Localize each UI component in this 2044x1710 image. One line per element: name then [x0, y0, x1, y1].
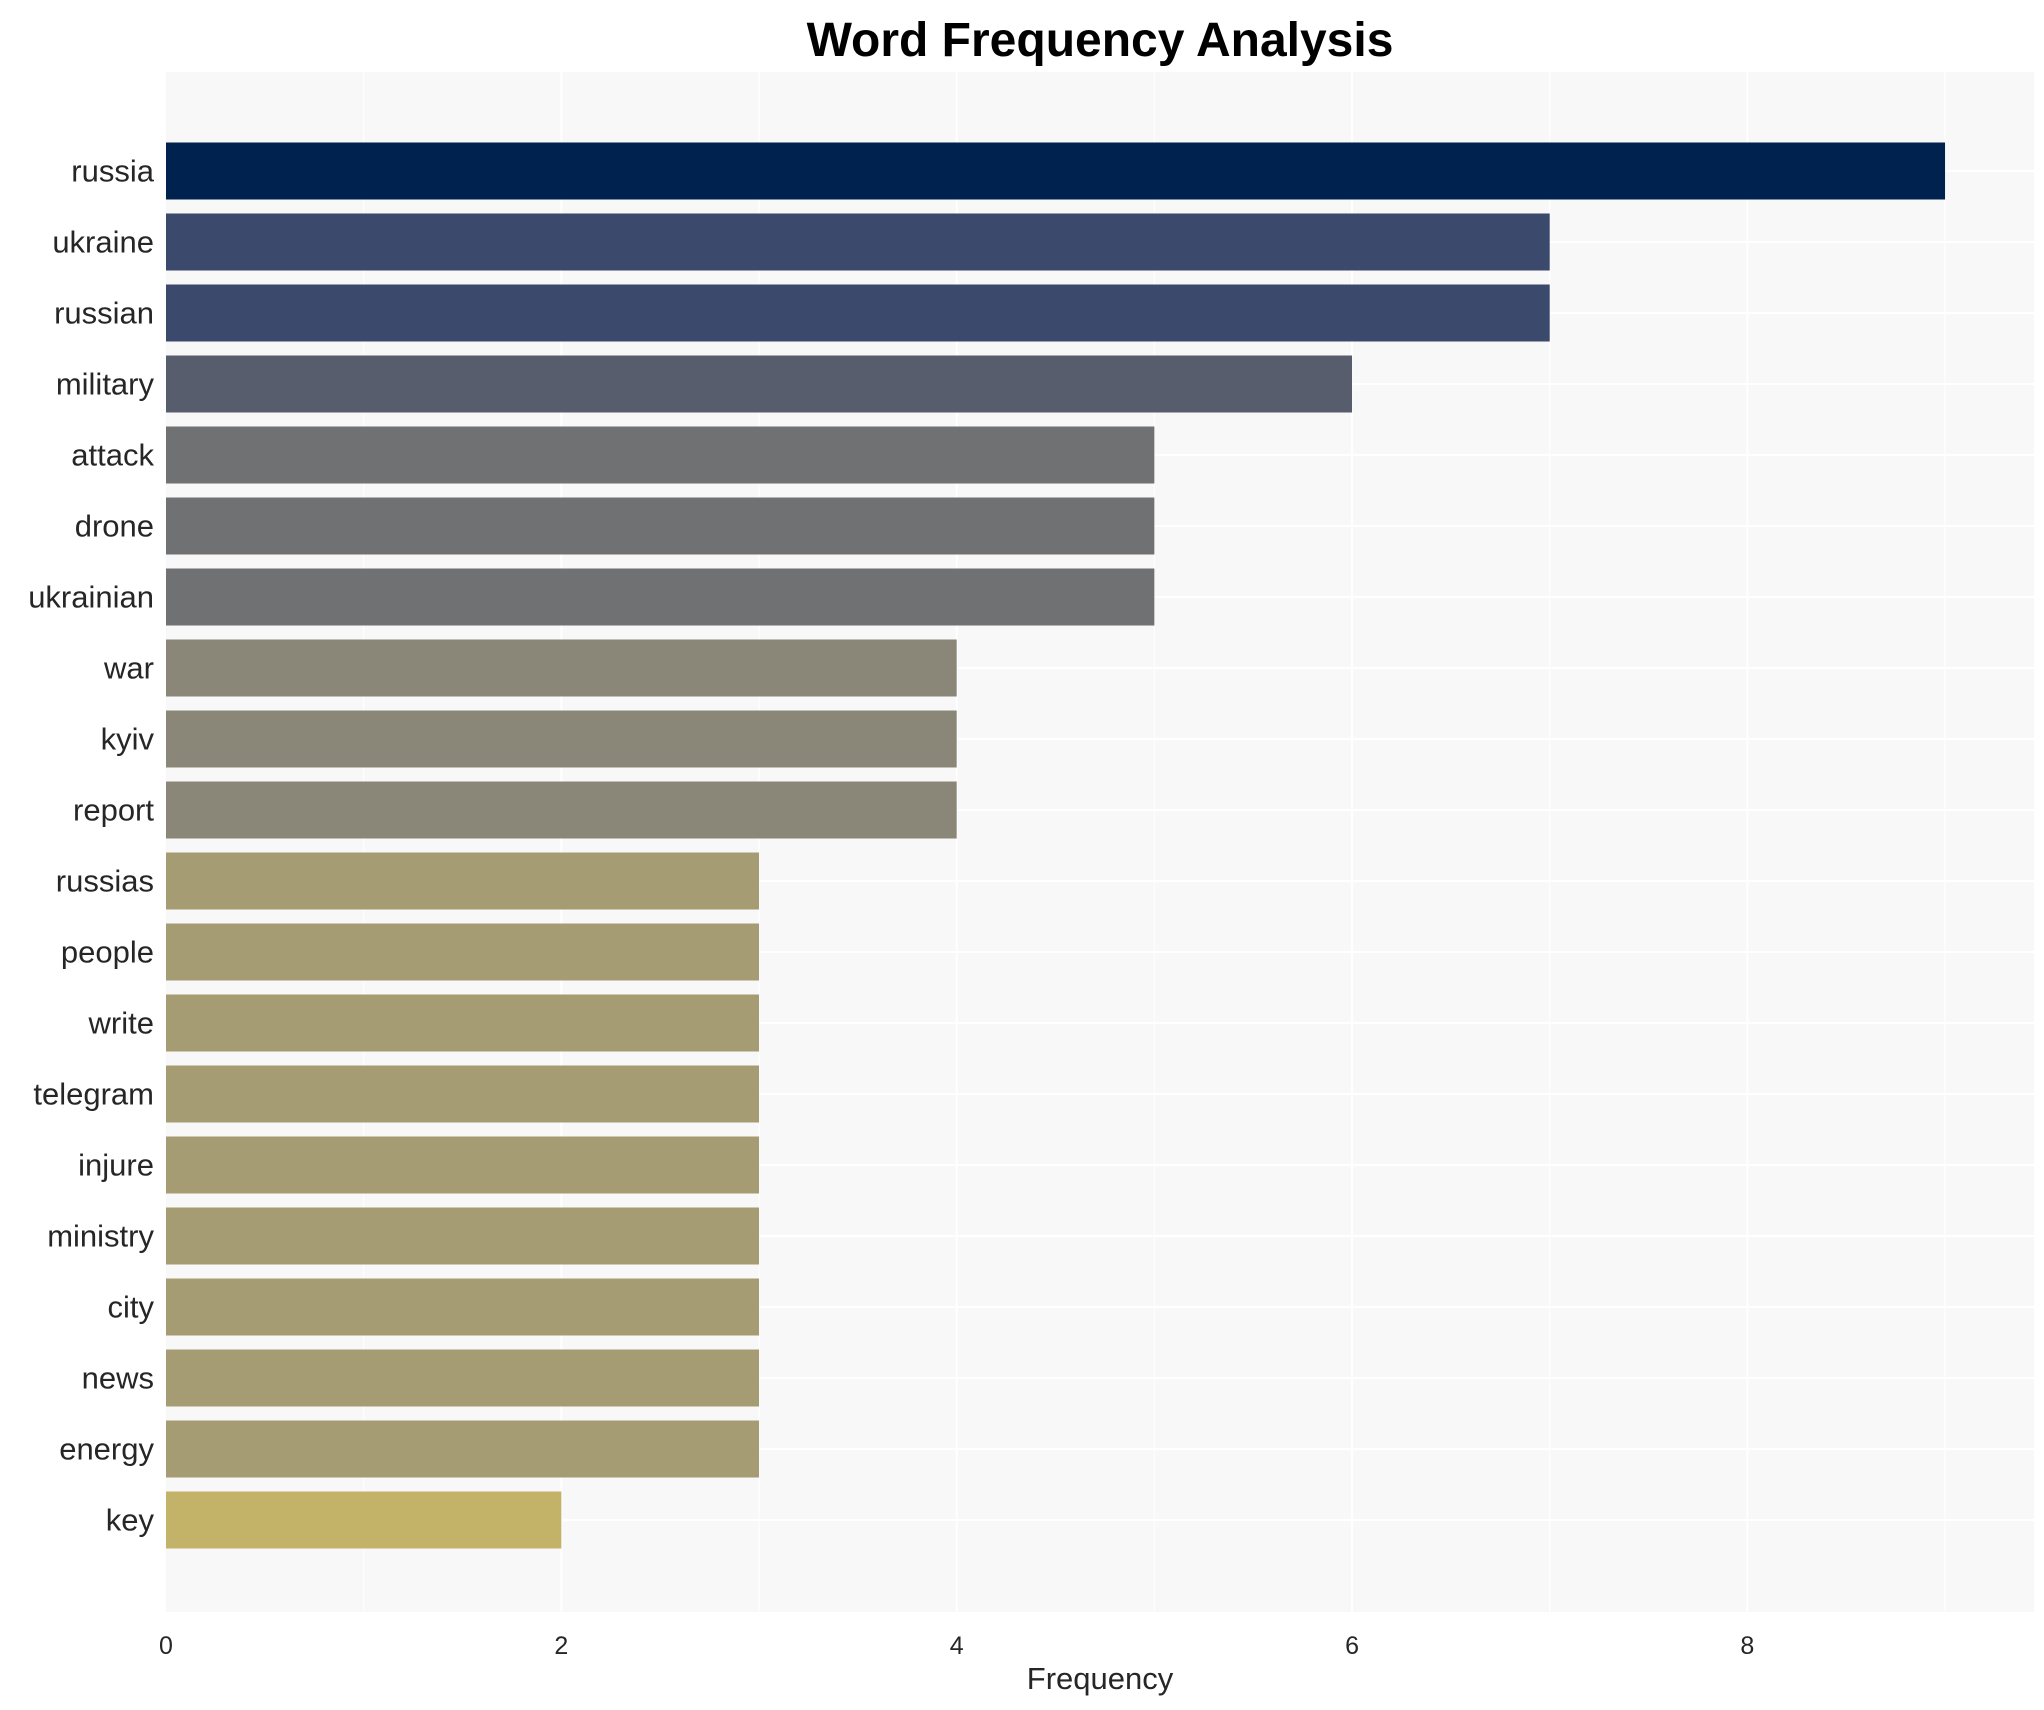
category-labels: russia ukraine russian military attack drone u… — [28, 154, 155, 1538]
x-tick-label: 2 — [554, 1632, 568, 1660]
bar-ukrainian — [166, 568, 1155, 626]
category-label-russias: russias — [56, 864, 154, 899]
bar-energy — [166, 1420, 760, 1478]
category-label-russia: russia — [71, 154, 154, 189]
category-label-war: war — [103, 651, 154, 686]
category-label-injure: injure — [78, 1148, 154, 1183]
x-axis-title: Frequency — [1027, 1661, 1174, 1696]
x-tick-label: 0 — [159, 1632, 173, 1660]
bar-ukraine — [166, 213, 1550, 271]
bar-write — [166, 994, 760, 1052]
category-label-news: news — [82, 1361, 154, 1396]
bar-people — [166, 923, 760, 981]
category-label-report: report — [73, 793, 154, 828]
category-label-ukrainian: ukrainian — [28, 580, 154, 615]
category-label-drone: drone — [75, 509, 154, 544]
bar-ministry — [166, 1207, 760, 1265]
bar-injure — [166, 1136, 760, 1194]
category-label-attack: attack — [71, 438, 154, 473]
bar-drone — [166, 497, 1155, 555]
bar-city — [166, 1278, 760, 1336]
category-label-kyiv: kyiv — [101, 722, 155, 757]
chart-title: Word Frequency Analysis — [807, 14, 1394, 67]
x-tick-labels: 0 2 4 6 8 — [159, 1632, 1754, 1660]
x-tick-label: 8 — [1740, 1632, 1754, 1660]
category-label-ukraine: ukraine — [52, 225, 154, 260]
category-label-energy: energy — [59, 1432, 154, 1467]
bars — [166, 142, 1946, 1549]
category-label-key: key — [106, 1503, 155, 1538]
x-tick-label: 6 — [1345, 1632, 1359, 1660]
category-label-city: city — [108, 1290, 155, 1325]
bar-russia — [166, 142, 1946, 200]
bar-attack — [166, 426, 1155, 484]
bar-telegram — [166, 1065, 760, 1123]
category-label-military: military — [56, 367, 155, 402]
bar-key — [166, 1491, 562, 1549]
category-label-write: write — [88, 1006, 154, 1041]
bar-kyiv — [166, 710, 957, 768]
bar-news — [166, 1349, 760, 1407]
bar-war — [166, 639, 957, 697]
x-tick-label: 4 — [950, 1632, 964, 1660]
bar-military — [166, 355, 1353, 413]
category-label-russian: russian — [54, 296, 154, 331]
category-label-ministry: ministry — [47, 1219, 154, 1254]
category-label-telegram: telegram — [33, 1077, 154, 1112]
bar-russian — [166, 284, 1550, 342]
category-label-people: people — [61, 935, 154, 970]
bar-russias — [166, 852, 760, 910]
bar-report — [166, 781, 957, 839]
